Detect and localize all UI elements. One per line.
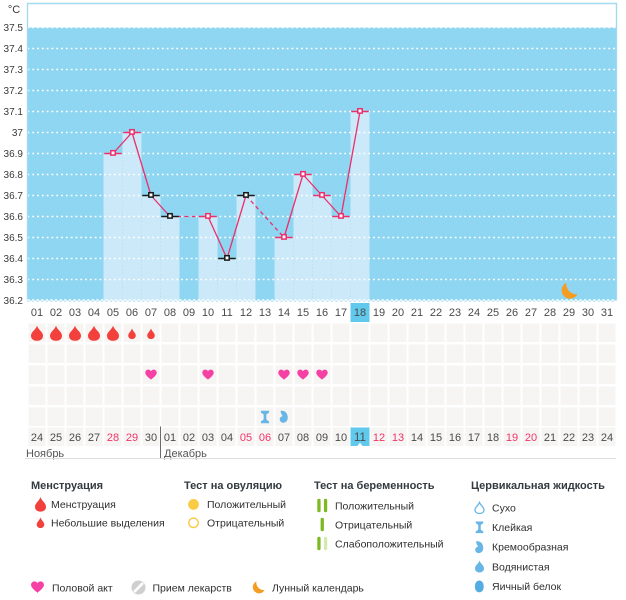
svg-text:Отрицательный: Отрицательный — [335, 519, 412, 531]
svg-text:01: 01 — [31, 307, 43, 319]
svg-text:28: 28 — [544, 307, 556, 319]
svg-text:20: 20 — [525, 432, 537, 444]
svg-text:17: 17 — [468, 432, 480, 444]
svg-text:01: 01 — [164, 432, 176, 444]
svg-text:Менструация: Менструация — [31, 480, 103, 492]
svg-text:06: 06 — [126, 307, 138, 319]
svg-text:Водянистая: Водянистая — [492, 561, 550, 573]
svg-text:21: 21 — [411, 307, 423, 319]
svg-text:18: 18 — [487, 432, 499, 444]
svg-text:Лунный календарь: Лунный календарь — [272, 583, 364, 595]
svg-text:16: 16 — [316, 307, 328, 319]
svg-text:12: 12 — [240, 307, 252, 319]
svg-text:03: 03 — [202, 432, 214, 444]
svg-text:36.2: 36.2 — [4, 296, 24, 307]
svg-text:37.1: 37.1 — [4, 107, 24, 118]
svg-text:11: 11 — [354, 432, 366, 444]
svg-text:15: 15 — [430, 432, 442, 444]
svg-text:37.2: 37.2 — [4, 86, 24, 97]
svg-text:30: 30 — [145, 432, 157, 444]
svg-text:Сухо: Сухо — [492, 503, 516, 515]
svg-text:14: 14 — [411, 432, 423, 444]
svg-text:Тест на беременность: Тест на беременность — [314, 480, 435, 492]
svg-text:04: 04 — [88, 307, 100, 319]
svg-text:Положительный: Положительный — [335, 500, 414, 512]
svg-text:Слабоположительный: Слабоположительный — [335, 538, 444, 550]
svg-text:10: 10 — [202, 307, 214, 319]
svg-text:36.6: 36.6 — [4, 212, 24, 223]
svg-text:Половой акт: Половой акт — [52, 583, 113, 595]
svg-text:37.4: 37.4 — [4, 44, 24, 55]
svg-text:25: 25 — [487, 307, 499, 319]
svg-text:20: 20 — [392, 307, 404, 319]
svg-text:36.7: 36.7 — [4, 191, 24, 202]
svg-text:23: 23 — [582, 432, 594, 444]
svg-text:26: 26 — [69, 432, 81, 444]
svg-text:Отрицательный: Отрицательный — [207, 518, 284, 530]
svg-text:11: 11 — [221, 307, 232, 319]
svg-text:13: 13 — [392, 432, 404, 444]
svg-text:36.3: 36.3 — [4, 275, 24, 286]
svg-text:27: 27 — [525, 307, 537, 319]
svg-text:Тест на овуляцию: Тест на овуляцию — [184, 480, 282, 492]
svg-text:37: 37 — [12, 128, 24, 139]
svg-text:24: 24 — [468, 307, 480, 319]
svg-text:24: 24 — [601, 432, 613, 444]
svg-text:Клейкая: Клейкая — [492, 522, 532, 534]
svg-text:04: 04 — [221, 432, 233, 444]
svg-text:14: 14 — [278, 307, 290, 319]
svg-text:17: 17 — [335, 307, 347, 319]
svg-text:36.9: 36.9 — [4, 149, 24, 160]
svg-text:Цервикальная жидкость: Цервикальная жидкость — [471, 480, 605, 492]
svg-text:12: 12 — [373, 432, 385, 444]
svg-text:Положительный: Положительный — [207, 499, 286, 511]
svg-text:07: 07 — [278, 432, 290, 444]
svg-text:22: 22 — [430, 307, 442, 319]
svg-text:37.5: 37.5 — [4, 23, 24, 34]
svg-text:Прием лекарств: Прием лекарств — [153, 583, 233, 595]
svg-text:36.8: 36.8 — [4, 170, 24, 181]
svg-text:29: 29 — [563, 307, 575, 319]
svg-text:24: 24 — [31, 432, 43, 444]
svg-text:Небольшие выделения: Небольшие выделения — [51, 518, 165, 530]
svg-text:26: 26 — [506, 307, 518, 319]
svg-text:Кремообразная: Кремообразная — [492, 542, 568, 554]
svg-text:21: 21 — [544, 432, 556, 444]
svg-text:37.3: 37.3 — [4, 65, 24, 76]
svg-text:02: 02 — [183, 432, 195, 444]
svg-text:28: 28 — [107, 432, 119, 444]
svg-text:09: 09 — [316, 432, 328, 444]
svg-text:03: 03 — [69, 307, 81, 319]
svg-text:16: 16 — [449, 432, 461, 444]
svg-text:19: 19 — [506, 432, 518, 444]
svg-text:Ноябрь: Ноябрь — [26, 448, 64, 460]
svg-text:13: 13 — [259, 307, 271, 319]
svg-text:15: 15 — [297, 307, 309, 319]
svg-text:30: 30 — [582, 307, 594, 319]
svg-text:05: 05 — [240, 432, 252, 444]
svg-text:27: 27 — [88, 432, 100, 444]
svg-text:25: 25 — [50, 432, 62, 444]
svg-text:22: 22 — [563, 432, 575, 444]
svg-text:05: 05 — [107, 307, 119, 319]
svg-text:02: 02 — [50, 307, 62, 319]
svg-text:Яичный белок: Яичный белок — [492, 581, 562, 593]
svg-text:Менструация: Менструация — [51, 499, 116, 511]
svg-text:09: 09 — [183, 307, 195, 319]
svg-text:10: 10 — [335, 432, 347, 444]
svg-text:36.5: 36.5 — [4, 233, 24, 244]
svg-text:36.4: 36.4 — [4, 254, 24, 265]
svg-text:18: 18 — [354, 307, 366, 319]
svg-text:07: 07 — [145, 307, 157, 319]
svg-text:08: 08 — [297, 432, 309, 444]
svg-text:31: 31 — [601, 307, 613, 319]
svg-text:06: 06 — [259, 432, 271, 444]
svg-text:29: 29 — [126, 432, 138, 444]
svg-text:23: 23 — [449, 307, 461, 319]
svg-text:°C: °C — [8, 4, 20, 16]
svg-text:Декабрь: Декабрь — [164, 448, 207, 460]
svg-text:08: 08 — [164, 307, 176, 319]
svg-text:19: 19 — [373, 307, 385, 319]
